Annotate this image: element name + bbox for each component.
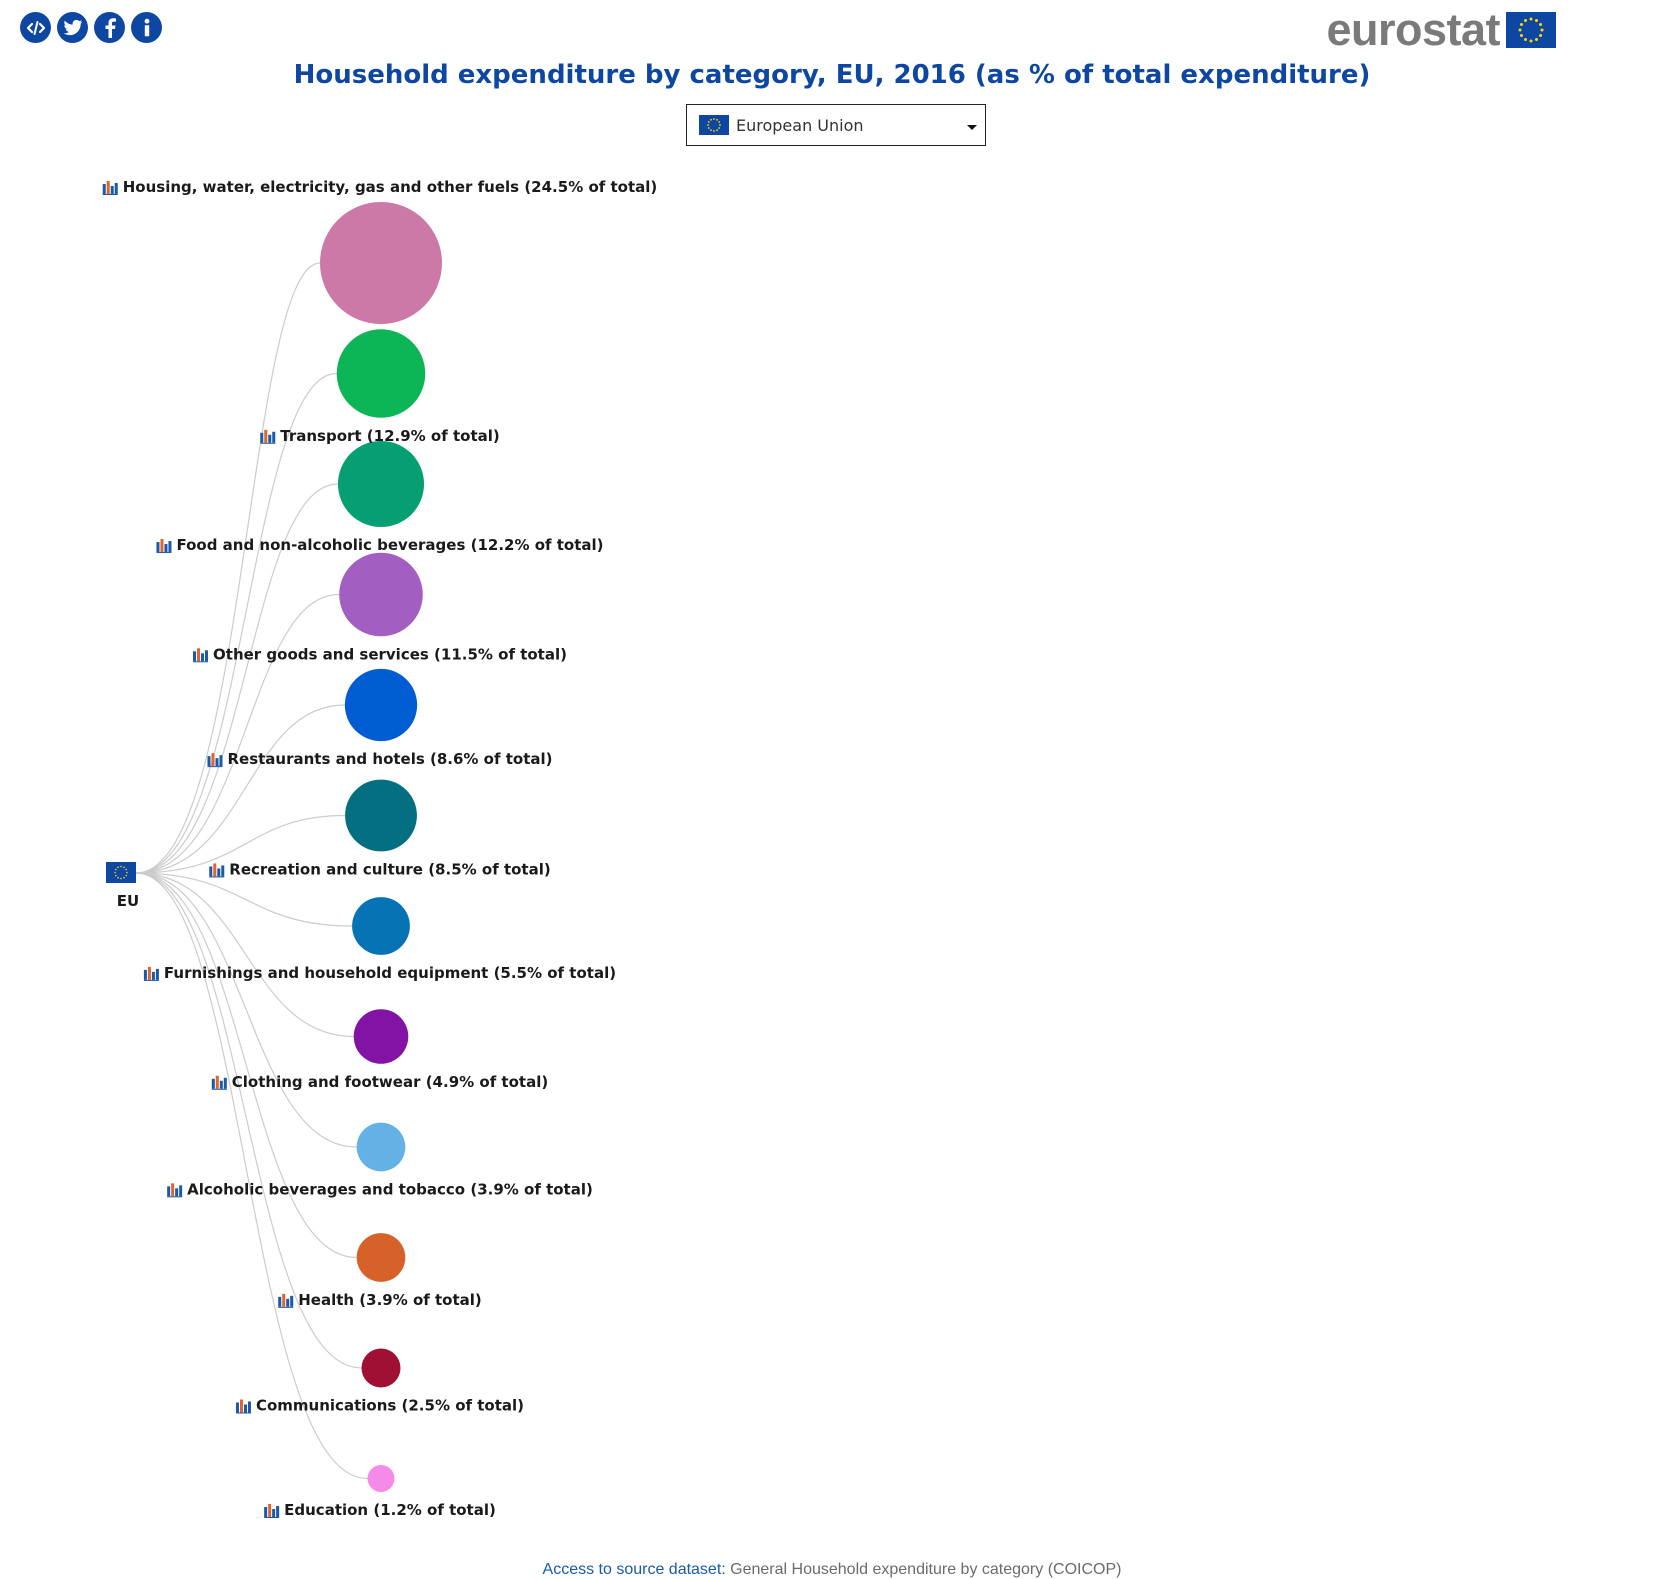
category-node[interactable] [339, 552, 423, 637]
bar-chart-icon[interactable] [207, 753, 223, 768]
tree-link [135, 872, 357, 1259]
source-dataset-name: General Household expenditure by categor… [725, 1561, 1122, 1578]
category-label: Restaurants and hotels (8.6% of total) [227, 750, 552, 768]
tree-link [135, 872, 357, 1148]
bar-chart-icon[interactable] [235, 1399, 251, 1414]
category-label: Furnishings and household equipment (5.5… [164, 964, 616, 982]
embed-code-icon[interactable] [20, 12, 51, 43]
category-node[interactable] [352, 897, 410, 955]
category-label: Housing, water, electricity, gas and oth… [123, 178, 658, 196]
category-label: Health (3.9% of total) [298, 1291, 482, 1309]
eu-flag-icon [699, 115, 729, 135]
category-label: Other goods and services (11.5% of total… [213, 645, 567, 663]
bar-chart-icon[interactable] [193, 648, 209, 663]
bar-chart-icon[interactable] [209, 863, 225, 878]
bar-chart-icon[interactable] [156, 539, 172, 554]
category-label: Communications (2.5% of total) [256, 1396, 524, 1414]
category-node[interactable] [345, 779, 417, 852]
expenditure-tree-chart: Housing, water, electricity, gas and oth… [102, 178, 658, 1519]
category-label: Alcoholic beverages and tobacco (3.9% of… [187, 1180, 593, 1198]
twitter-icon[interactable] [57, 12, 88, 43]
facebook-icon[interactable] [94, 12, 125, 43]
category-node[interactable] [356, 1122, 406, 1172]
category-label: Food and non-alcoholic beverages (12.2% … [176, 536, 603, 554]
tree-link [135, 704, 345, 874]
bar-chart-icon[interactable] [102, 181, 118, 195]
brand-name: eurostat [1326, 4, 1500, 55]
category-label: Transport (12.9% of total) [280, 427, 499, 445]
bar-chart-icon[interactable] [143, 966, 159, 981]
eu-flag-icon [106, 862, 136, 883]
country-select-value: European Union [736, 115, 864, 135]
bar-chart-icon[interactable] [167, 1183, 183, 1198]
source-note: Access to source dataset: General Househ… [0, 1561, 1664, 1579]
tree-link [135, 814, 346, 874]
tree-link [135, 872, 353, 927]
category-node[interactable] [353, 1009, 409, 1064]
category-node[interactable] [336, 329, 426, 418]
category-node[interactable] [344, 668, 418, 742]
share-toolbar [20, 12, 162, 43]
tree-link [135, 872, 362, 1369]
country-select[interactable]: European Union [686, 104, 986, 146]
tree-link [135, 372, 337, 874]
chevron-down-icon [967, 125, 977, 130]
category-label: Education (1.2% of total) [284, 1501, 496, 1519]
eu-flag-icon [1506, 12, 1556, 48]
tree-link [135, 872, 368, 1480]
tree-link [135, 872, 354, 1038]
bar-chart-icon[interactable] [264, 1504, 280, 1519]
bar-chart-icon[interactable] [260, 429, 276, 444]
tree-link [135, 483, 338, 874]
page-title: Household expenditure by category, EU, 2… [293, 60, 1371, 90]
tree-link [135, 593, 340, 874]
category-node[interactable] [361, 1348, 401, 1388]
bar-chart-icon[interactable] [278, 1293, 294, 1308]
source-dataset-link[interactable]: Access to source dataset: [542, 1561, 726, 1578]
category-node[interactable] [337, 440, 425, 528]
info-icon[interactable] [131, 12, 162, 43]
root-label: EU [117, 892, 139, 910]
eurostat-logo: eurostat [1326, 4, 1556, 55]
category-label: Clothing and footwear (4.9% of total) [232, 1073, 548, 1091]
category-node[interactable] [320, 202, 442, 324]
tree-link [135, 262, 321, 874]
category-label: Recreation and culture (8.5% of total) [229, 860, 550, 878]
category-node[interactable] [356, 1233, 406, 1282]
category-node[interactable] [367, 1464, 395, 1493]
bar-chart-icon[interactable] [211, 1075, 227, 1090]
